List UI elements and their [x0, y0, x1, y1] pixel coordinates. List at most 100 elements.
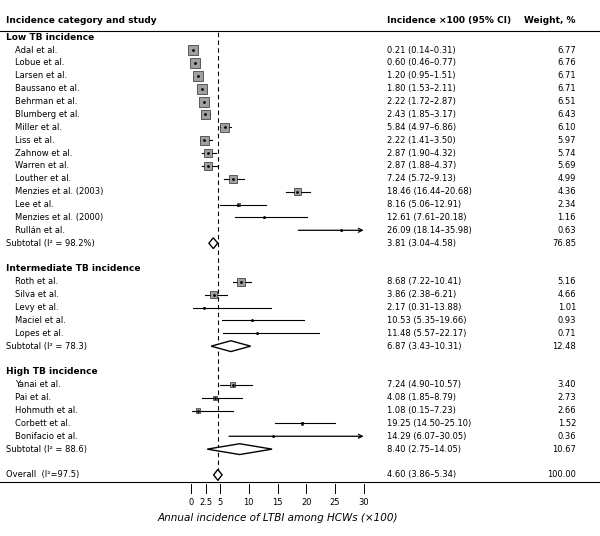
Text: Larsen et al.: Larsen et al. [15, 71, 67, 80]
Bar [197, 84, 207, 94]
Text: 4.99: 4.99 [557, 174, 576, 183]
Text: Roth et al.: Roth et al. [15, 277, 58, 286]
Bar [190, 58, 200, 68]
Text: Baussano et al.: Baussano et al. [15, 84, 80, 93]
Text: 2.34: 2.34 [557, 200, 576, 209]
Bar [229, 175, 236, 183]
Text: Subtotal (I² = 98.2%): Subtotal (I² = 98.2%) [6, 239, 95, 248]
Text: Lopes et al.: Lopes et al. [15, 329, 64, 338]
Text: Annual incidence of LTBI among HCWs (×100): Annual incidence of LTBI among HCWs (×10… [157, 512, 398, 523]
Text: 0.36: 0.36 [557, 432, 576, 441]
Text: 3.40: 3.40 [557, 380, 576, 389]
Bar [203, 307, 205, 308]
Bar [204, 148, 212, 158]
Text: 5.97: 5.97 [557, 136, 576, 145]
Polygon shape [207, 444, 272, 455]
Text: Behrman et al.: Behrman et al. [15, 97, 77, 106]
Text: 2.73: 2.73 [557, 393, 576, 402]
Text: 2.22 (1.72–2.87): 2.22 (1.72–2.87) [387, 97, 456, 106]
Polygon shape [214, 470, 222, 480]
Text: 5.16: 5.16 [557, 277, 576, 286]
Text: Incidence category and study: Incidence category and study [6, 16, 157, 25]
Polygon shape [209, 238, 218, 249]
Text: 1.08 (0.15–7.23): 1.08 (0.15–7.23) [387, 406, 456, 415]
Bar [251, 319, 253, 321]
Text: 0: 0 [189, 498, 194, 507]
Text: 18.46 (16.44–20.68): 18.46 (16.44–20.68) [387, 187, 472, 196]
Text: 12.61 (7.61–20.18): 12.61 (7.61–20.18) [387, 213, 467, 222]
Bar [294, 188, 301, 195]
Bar [213, 396, 217, 400]
Text: 1.80 (1.53–2.11): 1.80 (1.53–2.11) [387, 84, 456, 93]
Bar [199, 96, 209, 107]
Text: 11.48 (5.57–22.17): 11.48 (5.57–22.17) [387, 329, 466, 338]
Text: 12.48: 12.48 [552, 341, 576, 351]
Text: 3.81 (3.04–4.58): 3.81 (3.04–4.58) [387, 239, 456, 248]
Text: 26.09 (18.14–35.98): 26.09 (18.14–35.98) [387, 226, 472, 235]
Text: 1.01: 1.01 [557, 303, 576, 312]
Text: 7.24 (5.72–9.13): 7.24 (5.72–9.13) [387, 174, 456, 183]
Text: Menzies et al. (2000): Menzies et al. (2000) [15, 213, 103, 222]
Text: Blumberg et al.: Blumberg et al. [15, 110, 80, 119]
Bar [263, 217, 265, 218]
Text: High TB incidence: High TB incidence [6, 367, 98, 376]
Text: 6.51: 6.51 [557, 97, 576, 106]
Bar [301, 422, 303, 425]
Text: Menzies et al. (2003): Menzies et al. (2003) [15, 187, 103, 196]
Text: 5.84 (4.97–6.86): 5.84 (4.97–6.86) [387, 123, 456, 132]
Bar [210, 291, 217, 298]
Text: Adal et al.: Adal et al. [15, 46, 58, 55]
Text: 1.52: 1.52 [557, 419, 576, 428]
Text: 10.53 (5.35–19.66): 10.53 (5.35–19.66) [387, 316, 467, 325]
Text: 6.87 (3.43–10.31): 6.87 (3.43–10.31) [387, 341, 461, 351]
Text: Incidence ×100 (95% CI): Incidence ×100 (95% CI) [387, 16, 511, 25]
Text: 8.16 (5.06–12.91): 8.16 (5.06–12.91) [387, 200, 461, 209]
Text: 4.60 (3.86–5.34): 4.60 (3.86–5.34) [387, 471, 456, 479]
Text: Miller et al.: Miller et al. [15, 123, 62, 132]
Text: 6.43: 6.43 [557, 110, 576, 119]
Text: 76.85: 76.85 [552, 239, 576, 248]
Text: Zahnow et al.: Zahnow et al. [15, 148, 73, 158]
Text: 25: 25 [329, 498, 340, 507]
Polygon shape [211, 341, 251, 352]
Text: 2.17 (0.31–13.88): 2.17 (0.31–13.88) [387, 303, 461, 312]
Text: 0.71: 0.71 [557, 329, 576, 338]
Text: 8.40 (2.75–14.05): 8.40 (2.75–14.05) [387, 445, 461, 453]
Bar [196, 408, 200, 413]
Text: 0.60 (0.46–0.77): 0.60 (0.46–0.77) [387, 58, 456, 68]
Text: 2.66: 2.66 [557, 406, 576, 415]
Text: Levy et al.: Levy et al. [15, 303, 59, 312]
Text: Lee et al.: Lee et al. [15, 200, 54, 209]
Text: 3.86 (2.38–6.21): 3.86 (2.38–6.21) [387, 290, 456, 299]
Text: Bonifacio et al.: Bonifacio et al. [15, 432, 78, 441]
Text: Warren et al.: Warren et al. [15, 161, 69, 170]
Text: 19.25 (14.50–25.10): 19.25 (14.50–25.10) [387, 419, 471, 428]
Text: 8.68 (7.22–10.41): 8.68 (7.22–10.41) [387, 277, 461, 286]
Text: Louther et al.: Louther et al. [15, 174, 71, 183]
Text: Corbett et al.: Corbett et al. [15, 419, 71, 428]
Text: 30: 30 [358, 498, 369, 507]
Text: 5.69: 5.69 [557, 161, 576, 170]
Bar [200, 109, 210, 120]
Text: Overall  (I²=97.5): Overall (I²=97.5) [6, 471, 79, 479]
Text: 4.66: 4.66 [557, 290, 576, 299]
Text: 20: 20 [301, 498, 311, 507]
Text: Weight, %: Weight, % [524, 16, 576, 25]
Text: 6.71: 6.71 [557, 84, 576, 93]
Text: 2.87 (1.90–4.32): 2.87 (1.90–4.32) [387, 148, 456, 158]
Text: 0.63: 0.63 [557, 226, 576, 235]
Text: Yanai et al.: Yanai et al. [15, 380, 61, 389]
Text: 10.67: 10.67 [552, 445, 576, 453]
Text: 15: 15 [272, 498, 283, 507]
Text: Maciel et al.: Maciel et al. [15, 316, 66, 325]
Text: 4.36: 4.36 [557, 187, 576, 196]
Text: 4.08 (1.85–8.79): 4.08 (1.85–8.79) [387, 393, 456, 402]
Text: 6.10: 6.10 [557, 123, 576, 132]
Text: 14.29 (6.07–30.05): 14.29 (6.07–30.05) [387, 432, 466, 441]
Text: 100.00: 100.00 [547, 471, 576, 479]
Text: Liss et al.: Liss et al. [15, 136, 55, 145]
Text: 2.87 (1.88–4.37): 2.87 (1.88–4.37) [387, 161, 456, 170]
Bar [220, 123, 229, 132]
Text: 2.5: 2.5 [199, 498, 212, 507]
Text: 5.74: 5.74 [557, 148, 576, 158]
